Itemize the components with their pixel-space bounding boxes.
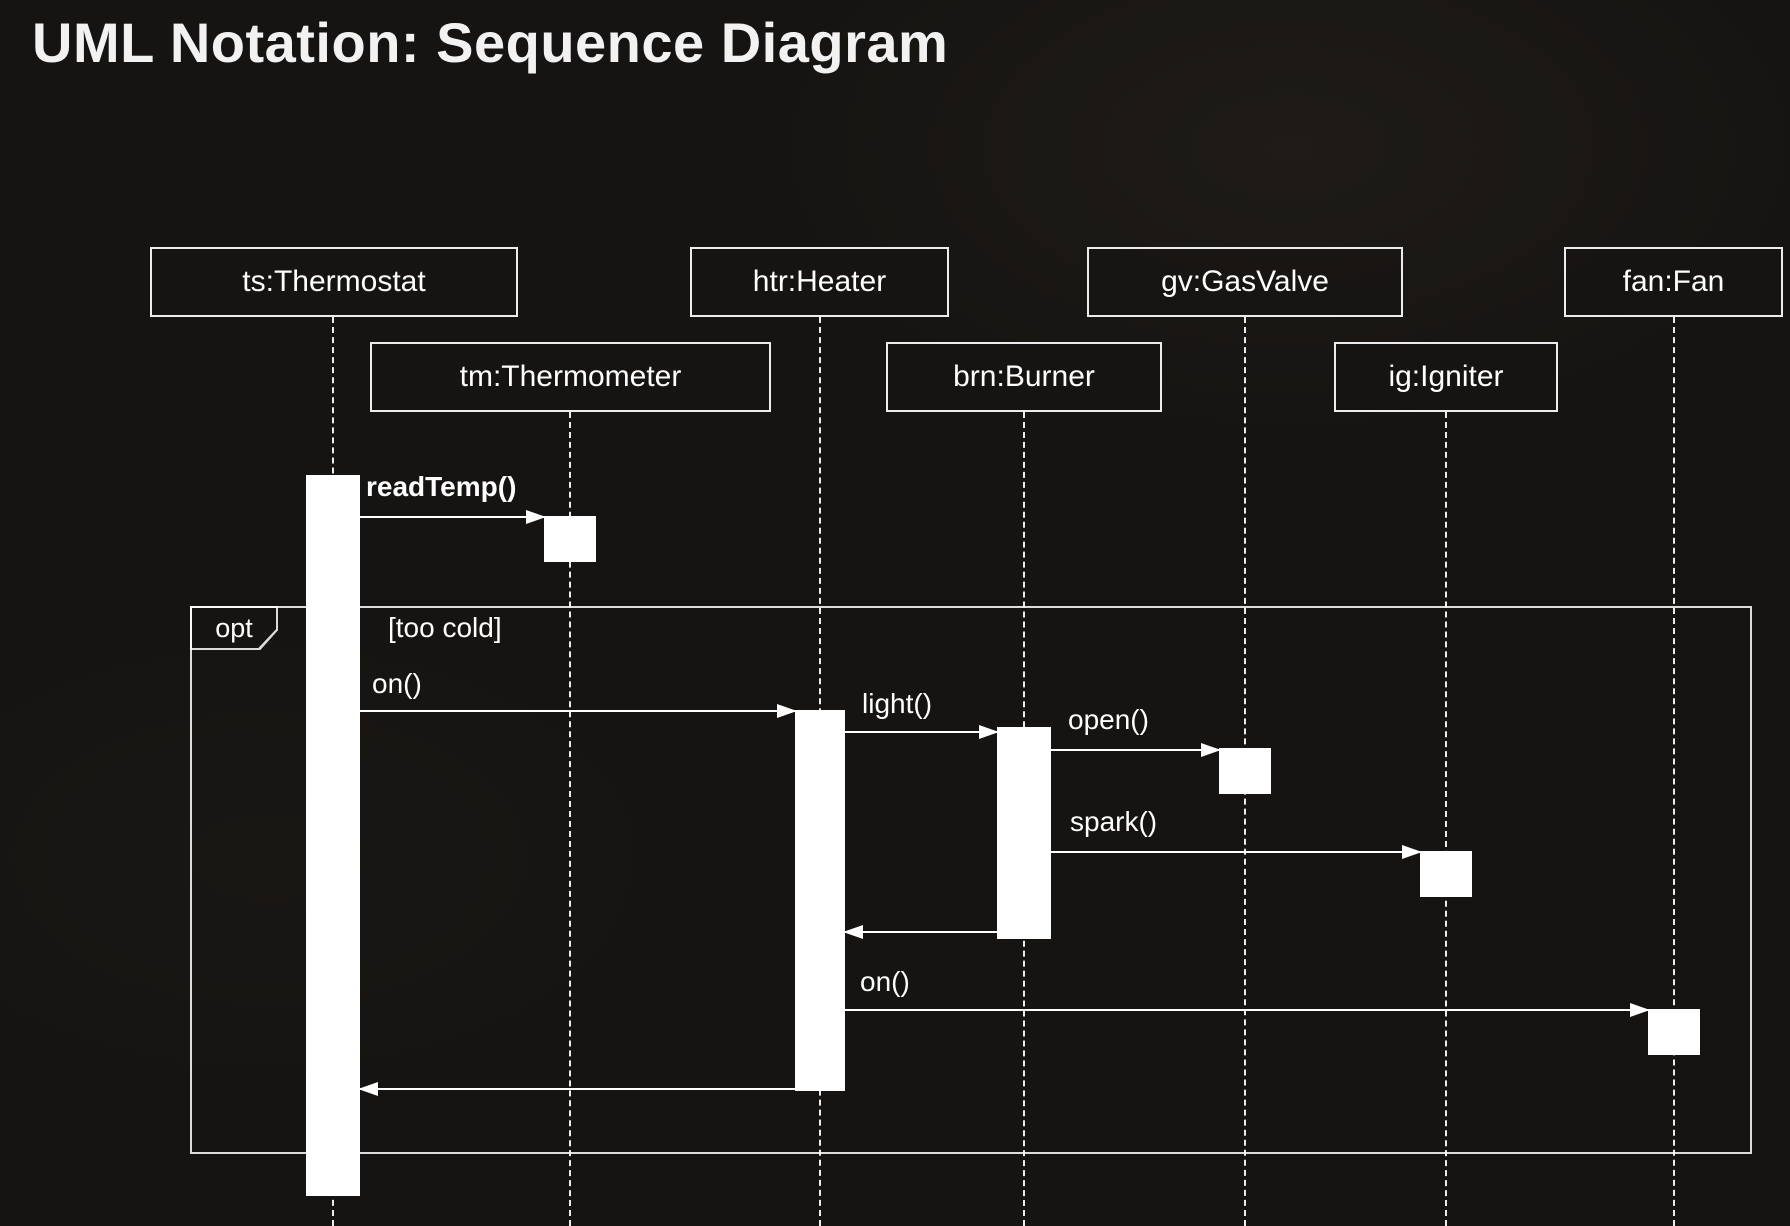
arrowhead-icon [1402,845,1422,859]
object-label-gv-gasvalve: gv:GasValve [1161,265,1329,298]
opt-guard-label: [too cold] [388,612,502,643]
message-label-open: open() [1068,704,1149,735]
message-label-readtemp: readTemp() [366,471,517,502]
object-label-ts-thermostat: ts:Thermostat [242,265,426,298]
opt-operator-tab: opt [190,606,278,650]
message-arrow-return-burner-heater [843,925,997,939]
activation-gv-gasvalve [1219,748,1271,794]
object-box-ts-thermostat: ts:Thermostat [150,247,518,317]
object-label-htr-heater: htr:Heater [752,265,887,298]
object-box-brn-burner: brn:Burner [886,342,1162,412]
message-label-on-heater: on() [372,668,422,699]
opt-operator-label: opt [192,608,276,648]
message-arrow-readtemp [360,510,546,524]
opt-fragment-frame: opt [190,606,1752,1154]
message-label-light: light() [862,688,933,719]
object-label-brn-burner: brn:Burner [953,360,1095,393]
object-box-tm-thermometer: tm:Thermometer [370,342,771,412]
activation-ts-thermostat [306,475,360,1196]
message-arrow-open [1051,743,1221,757]
object-label-fan-fan: fan:Fan [1622,265,1725,298]
activation-ig-igniter [1420,851,1472,897]
page-title: UML Notation: Sequence Diagram [32,11,949,74]
lifeline-ig-igniter [1445,412,1447,1226]
activation-tm-thermometer [544,516,596,562]
arrowhead-icon [979,725,999,739]
arrowhead-icon [526,510,546,524]
activation-brn-burner [997,727,1051,939]
message-arrow-return-heater-thermostat [358,1082,795,1096]
message-label-on-fan: on() [860,966,910,997]
activation-htr-heater [795,710,845,1091]
lifeline-fan-fan [1673,317,1675,1226]
object-box-fan-fan: fan:Fan [1564,247,1783,317]
object-box-htr-heater: htr:Heater [690,247,949,317]
message-arrow-on-heater [360,704,797,718]
activation-fan-fan [1648,1009,1700,1055]
arrowhead-icon [1630,1003,1650,1017]
arrowhead-icon [1201,743,1221,757]
message-arrow-light [845,725,999,739]
object-box-ig-igniter: ig:Igniter [1334,342,1558,412]
message-arrow-spark [1051,845,1422,859]
message-arrow-on-fan [845,1003,1650,1017]
arrowhead-icon [777,704,797,718]
object-label-tm-thermometer: tm:Thermometer [459,360,682,393]
object-box-gv-gasvalve: gv:GasValve [1087,247,1403,317]
object-label-ig-igniter: ig:Igniter [1388,360,1504,393]
arrowhead-icon [843,925,863,939]
arrowhead-icon [358,1082,378,1096]
message-label-spark: spark() [1070,806,1158,837]
lifeline-tm-thermometer [569,412,571,1226]
